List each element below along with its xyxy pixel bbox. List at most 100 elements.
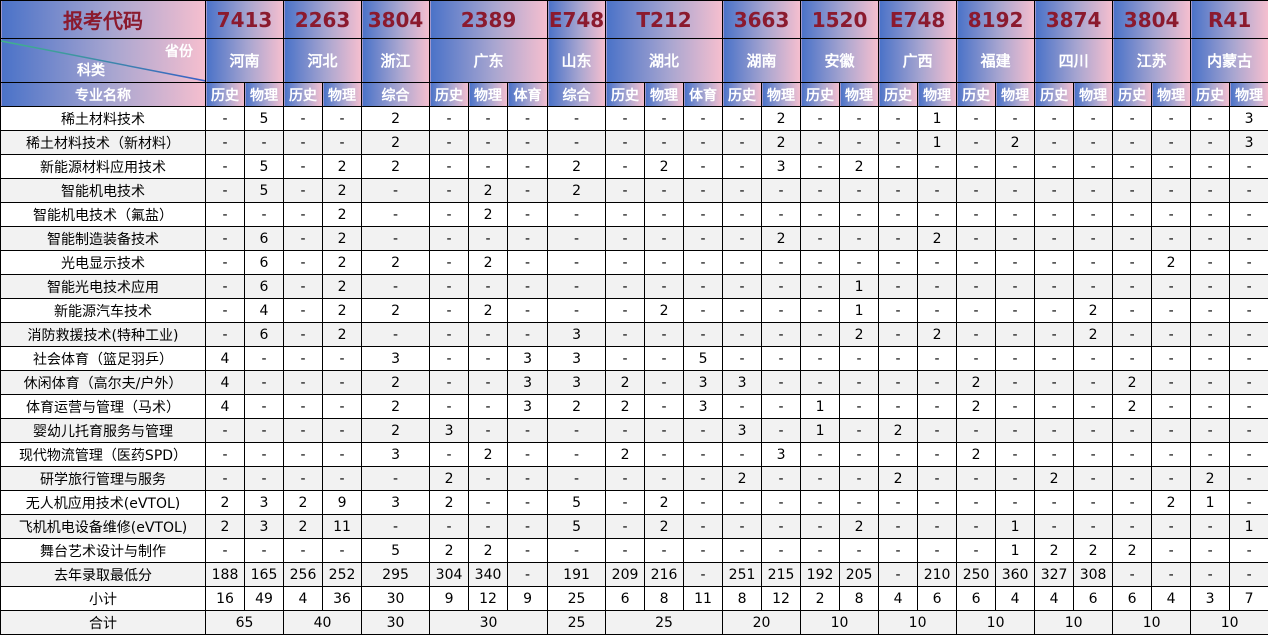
quota-cell: - (683, 154, 724, 179)
quota-cell: - (283, 130, 324, 155)
quota-cell: - (644, 346, 685, 371)
exam-code: E748 (878, 0, 958, 39)
quota-cell: - (800, 226, 841, 251)
quota-cell: - (956, 514, 997, 539)
subtotal-cell: 4 (995, 586, 1036, 611)
quota-cell: - (644, 370, 685, 395)
quota-cell: 2 (1112, 370, 1153, 395)
quota-cell: - (1112, 490, 1153, 515)
quota-cell: - (429, 370, 470, 395)
quota-cell: - (1034, 250, 1075, 275)
min-score-cell: - (1112, 562, 1153, 587)
quota-cell: - (644, 202, 685, 227)
quota-cell: - (429, 154, 470, 179)
exam-code: 2389 (429, 0, 549, 39)
quota-cell: 2 (1151, 490, 1192, 515)
quota-cell: - (1112, 346, 1153, 371)
quota-cell: - (283, 466, 324, 491)
exam-code: 7413 (204, 0, 285, 39)
quota-cell: - (468, 514, 509, 539)
quota-cell: - (722, 226, 763, 251)
quota-cell: - (507, 154, 549, 179)
quota-cell: - (429, 226, 470, 251)
quota-cell: - (243, 394, 285, 419)
quota-cell: - (722, 490, 763, 515)
quota-cell: 2 (547, 154, 607, 179)
diagonal-divider (1, 40, 205, 82)
subtotal-cell: 4 (283, 586, 324, 611)
quota-cell: 2 (322, 250, 363, 275)
quota-cell: 2 (1034, 538, 1075, 563)
quota-cell: - (761, 298, 802, 323)
min-score-cell: 216 (644, 562, 685, 587)
major-name: 消防救援技术(特种工业) (0, 322, 206, 347)
quota-cell: - (1034, 322, 1075, 347)
quota-cell: - (839, 538, 880, 563)
quota-cell: - (761, 538, 802, 563)
subtotal-cell: 9 (429, 586, 470, 611)
major-name: 智能机电技术（氟盐） (0, 202, 206, 227)
quota-cell: 4 (205, 346, 245, 371)
quota-cell: 5 (547, 490, 607, 515)
quota-cell: 5 (547, 514, 607, 539)
quota-cell: - (243, 442, 285, 467)
quota-cell: 2 (1073, 538, 1114, 563)
quota-cell: 2 (878, 418, 919, 443)
quota-cell: - (839, 490, 880, 515)
quota-cell: - (605, 538, 646, 563)
quota-cell: - (995, 106, 1036, 131)
min-score-cell: - (1190, 562, 1231, 587)
quota-cell: - (1073, 178, 1114, 203)
quota-cell: 6 (243, 250, 285, 275)
quota-cell: - (995, 202, 1036, 227)
quota-cell: - (1151, 514, 1192, 539)
quota-cell: - (839, 250, 880, 275)
quota-cell: - (683, 322, 724, 347)
quota-cell: - (761, 370, 802, 395)
subtotal-cell: 25 (547, 586, 607, 611)
quota-cell: - (878, 490, 919, 515)
quota-cell: - (283, 106, 324, 131)
quota-cell: 2 (605, 370, 646, 395)
quota-cell: 2 (644, 154, 685, 179)
quota-cell: - (429, 346, 470, 371)
quota-cell: 3 (361, 490, 431, 515)
quota-cell: - (1151, 202, 1192, 227)
quota-cell: - (683, 298, 724, 323)
quota-cell: 3 (507, 394, 549, 419)
quota-cell: - (761, 346, 802, 371)
quota-cell: - (283, 202, 324, 227)
min-score-cell: 327 (1034, 562, 1075, 587)
quota-cell: - (722, 394, 763, 419)
quota-cell: - (800, 322, 841, 347)
quota-cell: - (1151, 178, 1192, 203)
quota-cell: - (1034, 418, 1075, 443)
province-name: 广东 (429, 38, 549, 83)
total-cell: 10 (878, 610, 958, 635)
province-name: 浙江 (361, 38, 431, 83)
quota-cell: - (1034, 226, 1075, 251)
quota-cell: - (605, 298, 646, 323)
exam-code: 2263 (283, 0, 363, 39)
quota-cell: - (1073, 130, 1114, 155)
quota-cell: - (1073, 466, 1114, 491)
quota-cell: - (507, 226, 549, 251)
quota-cell: - (683, 226, 724, 251)
quota-cell: - (761, 250, 802, 275)
quota-cell: - (722, 274, 763, 299)
quota-cell: - (468, 346, 509, 371)
total-cell: 10 (1112, 610, 1192, 635)
quota-cell: 4 (205, 394, 245, 419)
quota-cell: - (468, 490, 509, 515)
subtotal-cell: 4 (878, 586, 919, 611)
quota-cell: - (956, 106, 997, 131)
province-row: 省份 科类 河南 河北 浙江 广东 山东 湖北 湖南 安徽 广西 福建 四川 江苏 内蒙古 (0, 38, 1268, 83)
min-score-row: 去年录取最低分 188 165 256 252 295 304 340-191 209 216-2… (0, 562, 1268, 587)
quota-cell: - (1073, 346, 1114, 371)
quota-cell: - (605, 154, 646, 179)
quota-cell: 2 (1190, 466, 1231, 491)
quota-cell: - (644, 538, 685, 563)
quota-cell: - (1073, 250, 1114, 275)
total-cell: 10 (800, 610, 880, 635)
quota-cell: - (800, 490, 841, 515)
